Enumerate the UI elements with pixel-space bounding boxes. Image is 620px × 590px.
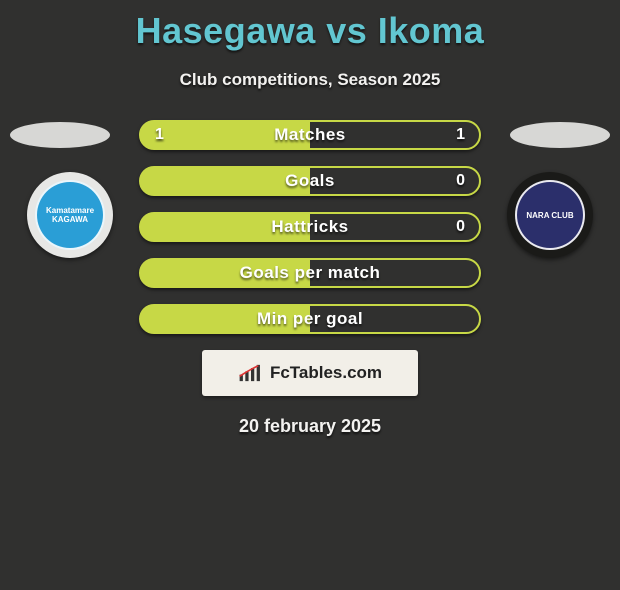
stat-row-hattricks: Hattricks 0 xyxy=(139,212,481,242)
stat-matches-left: 1 xyxy=(155,126,164,144)
watermark-text: FcTables.com xyxy=(270,363,382,383)
team-right-pill xyxy=(510,122,610,148)
team-left-pill xyxy=(10,122,110,148)
stat-row-goals-per-match: Goals per match xyxy=(139,258,481,288)
stat-goals-label: Goals xyxy=(285,171,335,191)
stat-mpg-label: Min per goal xyxy=(257,309,363,329)
stat-hattricks-label: Hattricks xyxy=(271,217,348,237)
team-left-crest-label: Kamatamare KAGAWA xyxy=(35,180,105,250)
stat-goals-right: 0 xyxy=(456,172,465,190)
stat-hattricks-right: 0 xyxy=(456,218,465,236)
stat-matches-right: 1 xyxy=(456,126,465,144)
page-subtitle: Club competitions, Season 2025 xyxy=(0,70,620,90)
stat-gpm-label: Goals per match xyxy=(240,263,381,283)
comparison-stage: Kamatamare KAGAWA NARA CLUB 1 Matches 1 … xyxy=(0,120,620,437)
watermark-badge: FcTables.com xyxy=(202,350,418,396)
stat-row-min-per-goal: Min per goal xyxy=(139,304,481,334)
bar-chart-icon xyxy=(238,362,264,384)
stat-row-goals: Goals 0 xyxy=(139,166,481,196)
team-right-crest: NARA CLUB xyxy=(507,172,593,258)
stat-rows: 1 Matches 1 Goals 0 Hattricks 0 Goals pe… xyxy=(139,120,481,334)
stat-row-matches: 1 Matches 1 xyxy=(139,120,481,150)
stat-matches-label: Matches xyxy=(274,125,346,145)
match-date: 20 february 2025 xyxy=(0,416,620,437)
page-title: Hasegawa vs Ikoma xyxy=(0,10,620,52)
team-right-crest-label: NARA CLUB xyxy=(515,180,585,250)
team-left-crest: Kamatamare KAGAWA xyxy=(27,172,113,258)
